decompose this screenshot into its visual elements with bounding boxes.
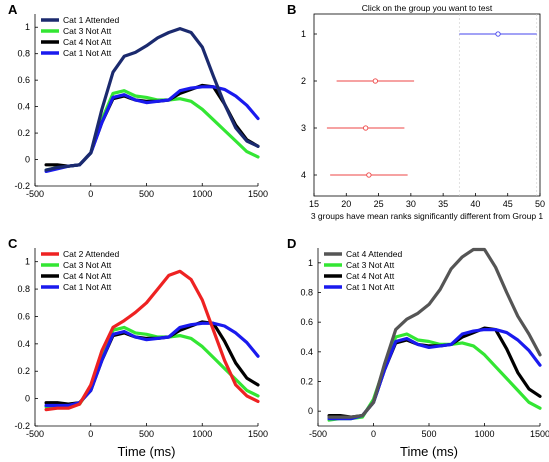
y-tick-label: 0.2 (300, 377, 313, 387)
y-tick-label: 0.6 (17, 75, 30, 85)
y-tick-label: 0.6 (300, 317, 313, 327)
series-line (44, 269, 260, 412)
x-tick-label: 40 (470, 199, 480, 209)
x-tick-label: -500 (26, 189, 44, 199)
y-tick-label: 1 (25, 22, 30, 32)
x-tick-label: 1500 (248, 429, 268, 439)
x-tick-label: 30 (406, 199, 416, 209)
x-tick-label: 50 (535, 199, 545, 209)
x-tick-label: 500 (421, 429, 436, 439)
y-tick-label: 1 (25, 257, 30, 267)
y-tick-label: 0.6 (17, 311, 30, 321)
x-tick-label: 20 (341, 199, 351, 209)
legend-label: Cat 1 Attended (63, 15, 120, 25)
y-tick-label: 0 (25, 155, 30, 165)
panel-c: C -500 0 500 1000 1500 -0.2 0 0.2 0.4 0.6 0.8 1 Cat 2… (8, 236, 268, 459)
panel-d: D -500 0 500 1000 1500 0 0.2 0.4 0.6 0.8 1 Cat 4 Att… (287, 236, 549, 459)
x-axis-label: Time (ms) (117, 444, 175, 459)
x-axis-label: 3 groups have mean ranks significantly d… (311, 211, 544, 221)
legend-label: Cat 4 Not Att (63, 271, 112, 281)
y-tick-label: 0.8 (17, 49, 30, 59)
series-line (327, 247, 542, 419)
legend-label: Cat 2 Attended (63, 249, 120, 259)
y-tick-label: 0.4 (17, 102, 30, 112)
panel-label: A (8, 2, 18, 17)
x-tick-label: 15 (309, 199, 319, 209)
legend-label: Cat 3 Not Att (63, 260, 112, 270)
x-tick-label: 0 (371, 429, 376, 439)
x-axis-label: Time (ms) (400, 444, 458, 459)
y-tick-label: 0.8 (17, 284, 30, 294)
y-tick-label: 2 (301, 76, 306, 86)
y-tick-label: 0 (25, 394, 30, 404)
x-tick-label: 25 (374, 199, 384, 209)
y-tick-label: 0.8 (300, 288, 313, 298)
legend-label: Cat 4 Not Att (63, 37, 112, 47)
y-tick-label: 0.2 (17, 366, 30, 376)
y-tick-label: 3 (301, 123, 306, 133)
legend-label: Cat 3 Not Att (63, 26, 112, 36)
group-mean-point (372, 78, 378, 84)
panel-label: D (287, 236, 296, 251)
legend-label: Cat 1 Not Att (63, 282, 112, 292)
y-tick-label: 0 (308, 406, 313, 416)
y-tick-label: 1 (301, 29, 306, 39)
y-tick-label: 4 (301, 170, 306, 180)
legend-label: Cat 1 Not Att (63, 48, 112, 58)
group-mean-point (363, 125, 369, 131)
x-tick-label: 1000 (192, 189, 212, 199)
x-tick-label: 35 (438, 199, 448, 209)
panel-a: A -500 0 500 1000 1500 -0.2 0 0.2 0.4 0.6 0.8 1 Cat 1… (8, 2, 268, 199)
legend-label: Cat 3 Not Att (346, 260, 395, 270)
y-tick-label: -0.2 (14, 421, 30, 431)
x-tick-label: 45 (503, 199, 513, 209)
x-tick-label: -500 (26, 429, 44, 439)
chart-title: Click on the group you want to test (362, 3, 493, 13)
group-mean-point (495, 31, 501, 37)
x-tick-label: 500 (139, 189, 154, 199)
legend-label: Cat 4 Not Att (346, 271, 395, 281)
panel-b: B Click on the group you want to test 15 20… (287, 2, 545, 221)
x-tick-label: 1500 (248, 189, 268, 199)
x-tick-label: 1000 (192, 429, 212, 439)
x-tick-label: 1500 (530, 429, 549, 439)
y-tick-label: 0.2 (17, 128, 30, 138)
group-mean-point (366, 172, 372, 178)
legend-label: Cat 1 Not Att (346, 282, 395, 292)
plot-frame (313, 13, 541, 197)
panel-label: B (287, 2, 296, 17)
x-tick-label: -500 (309, 429, 327, 439)
x-tick-label: 1000 (474, 429, 494, 439)
y-tick-label: -0.2 (14, 181, 30, 191)
x-tick-label: 500 (139, 429, 154, 439)
x-tick-label: 0 (88, 429, 93, 439)
y-tick-label: 0.4 (300, 347, 313, 357)
y-tick-label: 0.4 (17, 339, 30, 349)
x-tick-label: 0 (88, 189, 93, 199)
legend-label: Cat 4 Attended (346, 249, 403, 259)
y-tick-label: 1 (308, 258, 313, 268)
series-line (44, 27, 260, 172)
panel-label: C (8, 236, 18, 251)
